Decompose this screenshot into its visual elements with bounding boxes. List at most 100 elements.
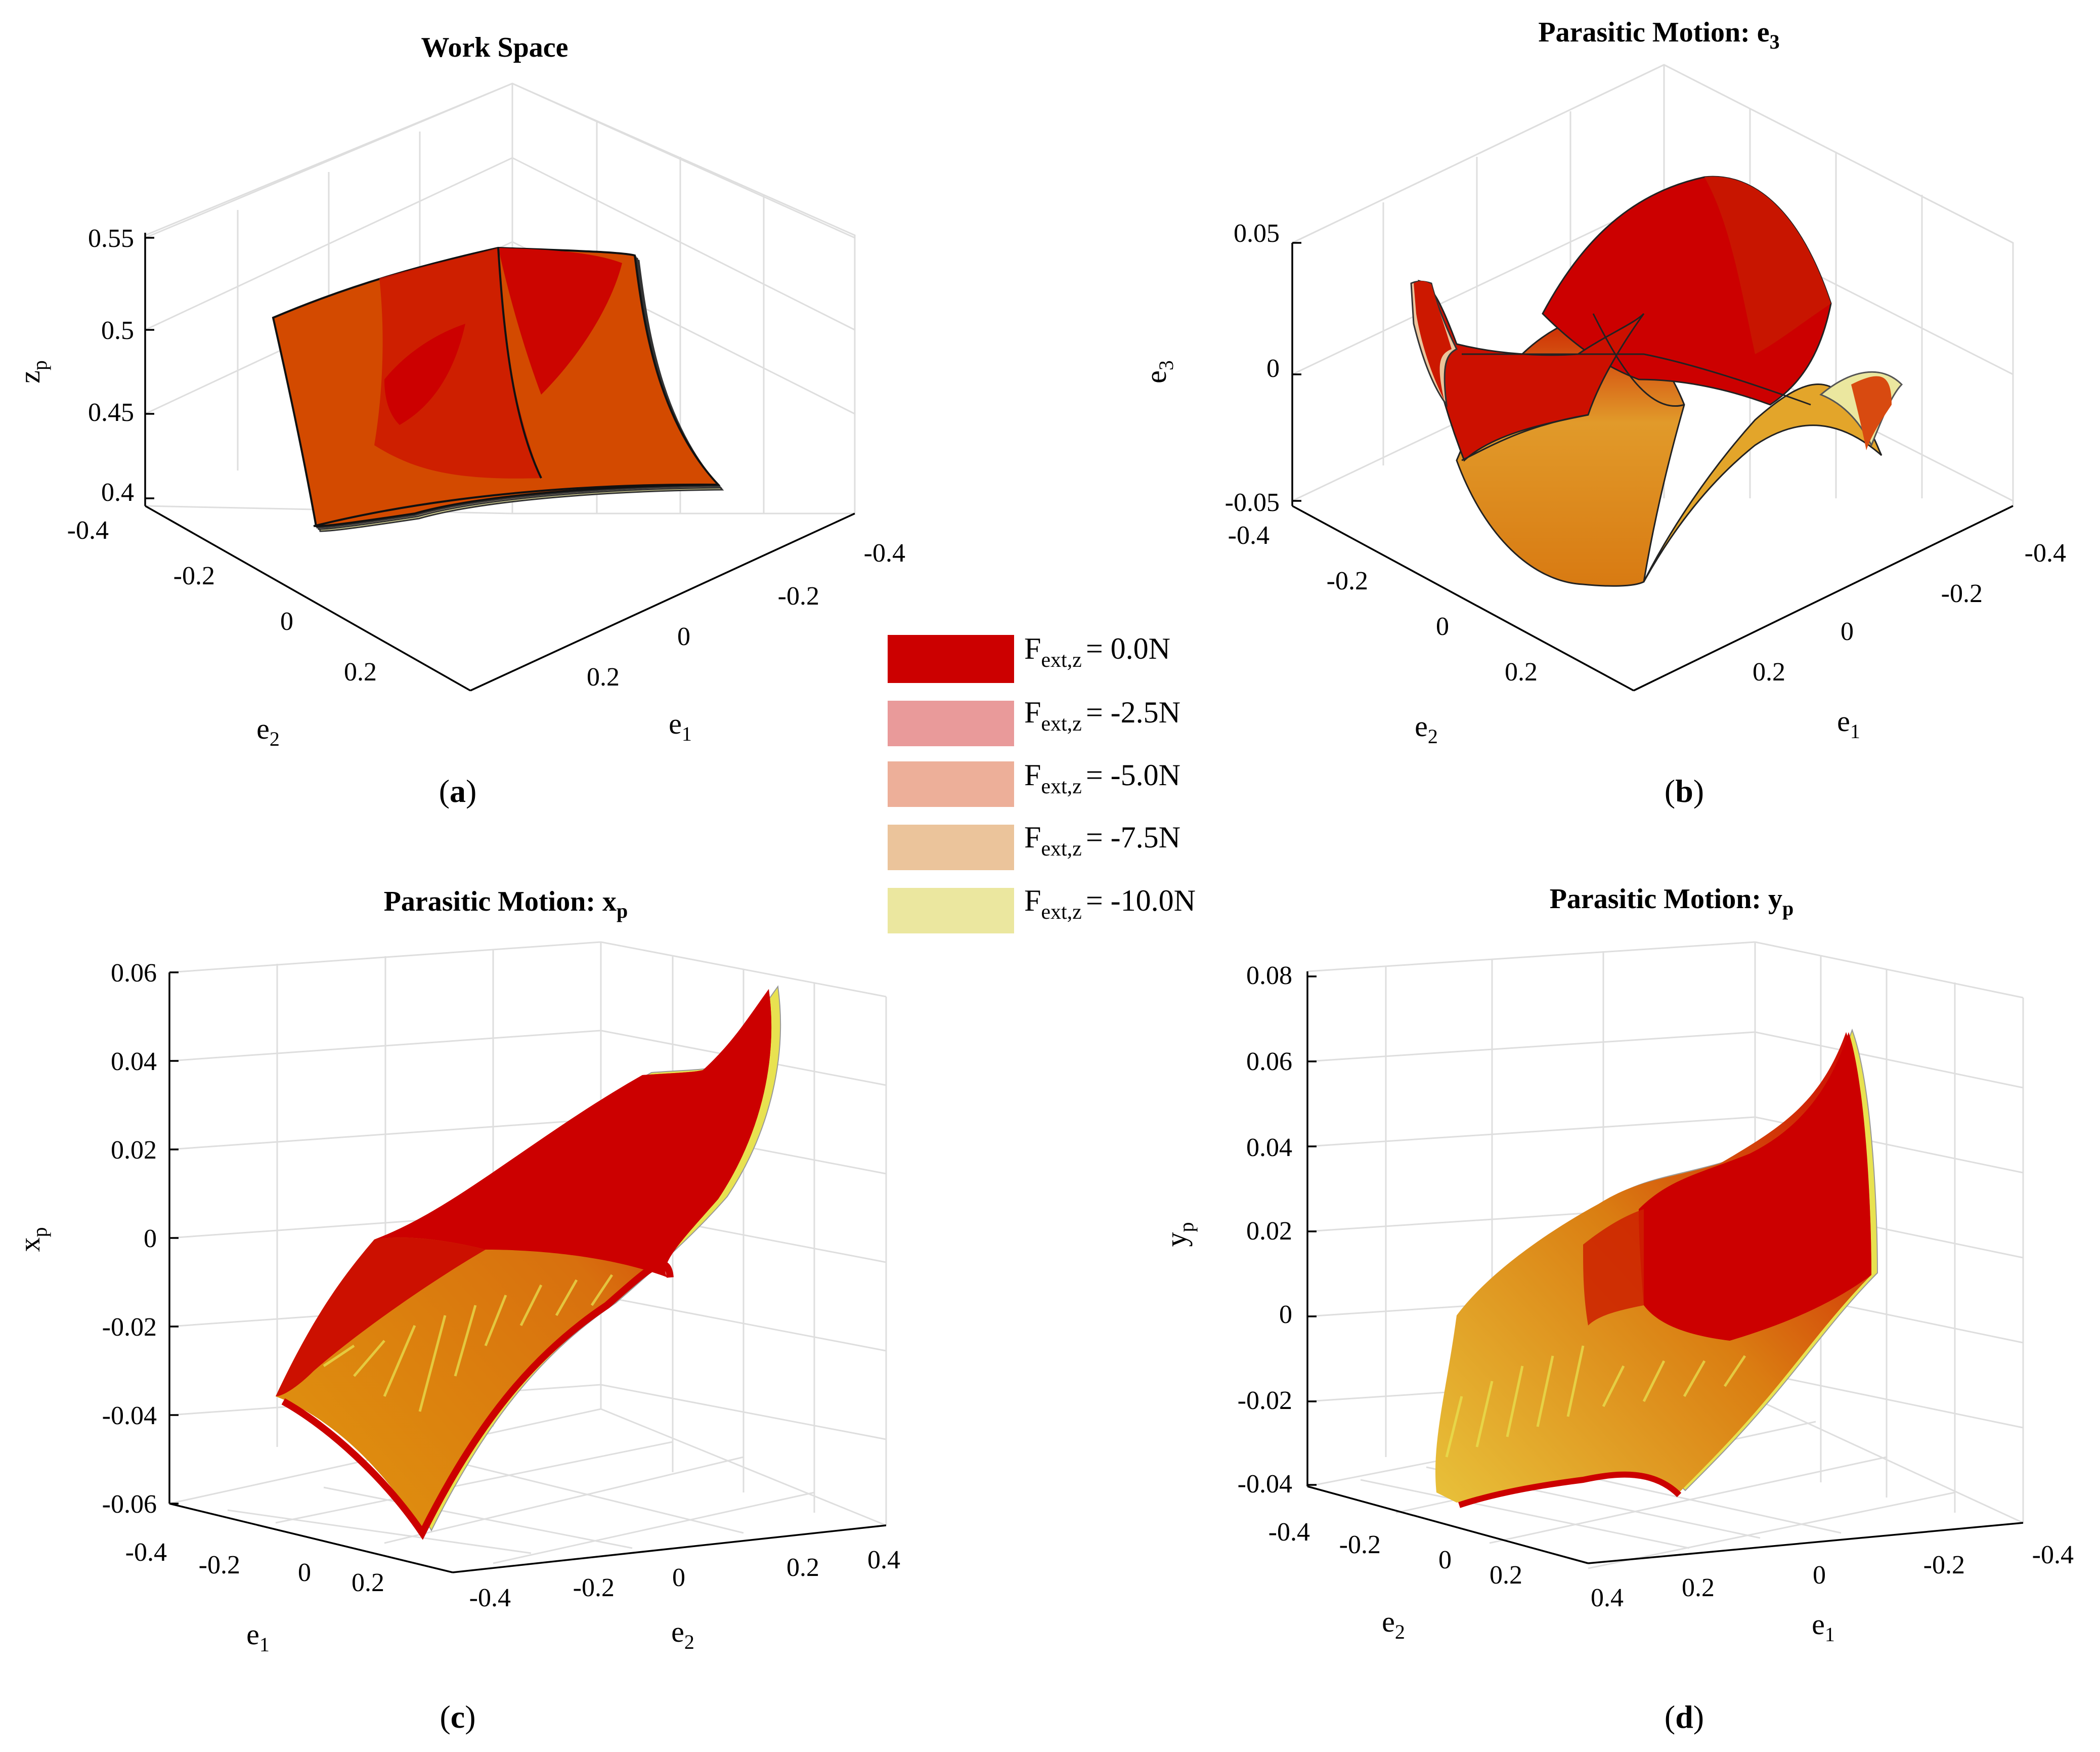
panel-a-e2-ticks: -0.4 -0.2 0 0.2 [67,516,377,687]
panel-b-zlabel: e3 [1140,360,1177,383]
panel-a-e1-tick: 0 [677,622,690,651]
panel-c-e2-tick: 0 [672,1563,685,1592]
panel-b-e1-tick: 0.2 [1753,658,1785,687]
panel-d-z-tick: 0.04 [1246,1133,1292,1162]
panel-a-surface [272,246,724,532]
panel-b-e2-tick: -0.4 [1228,521,1270,550]
panel-d-z-tick: 0 [1279,1300,1292,1329]
panel-a-e1-tick: -0.2 [778,582,819,611]
panel-d-z-tick: 0.02 [1246,1217,1292,1246]
panel-b-e2-ticks: -0.4 -0.2 0 0.2 [1228,521,1538,687]
legend-label: Fext,z = -10.0N [1024,884,1196,924]
panel-c-e2-tick: 0.2 [786,1553,819,1582]
panel-d: Parasitic Motion: yp [1160,883,2074,1735]
panel-a-e2-tick: 0.2 [344,658,377,687]
panel-c-e1-tick: -0.4 [125,1538,167,1567]
panel-b-surface [1410,176,1903,587]
panel-d-e2-ticks: -0.4 -0.2 0 0.2 [1268,1518,1522,1590]
panel-c-surface [276,985,781,1540]
panel-d-z-tick: 0.06 [1246,1047,1292,1076]
panel-b-e2-tick: 0.2 [1505,658,1538,687]
panel-d-grid [1307,941,2024,1569]
panel-d-e1-tick: 0 [1813,1561,1826,1590]
panel-c-z-tick: -0.02 [102,1313,157,1342]
panel-a-xlabel: e1 [669,707,692,745]
panel-d-e1-tick: 0.2 [1682,1573,1715,1602]
panel-d-zlabel: yp [1160,1222,1198,1247]
panel-b-xlabel: e1 [1837,705,1860,743]
legend-label: Fext,z = -2.5N [1024,696,1180,736]
panel-c-ylabel: e2 [671,1615,694,1653]
panel-b-e1-tick: -0.2 [1941,579,1983,608]
panel-a-e1-ticks: -0.4 -0.2 0 0.2 [587,539,905,692]
panel-b-title: Parasitic Motion: e3 [1538,17,1779,53]
panel-b-e2-tick: -0.2 [1327,567,1368,595]
panel-c-e2-ticks: -0.4 -0.2 0 0.2 0.4 [469,1546,900,1612]
panel-c-e1-tick: 0 [298,1558,311,1587]
panel-c-e1-tick: -0.2 [199,1551,240,1579]
panel-b-e1-tick: 0 [1841,617,1854,646]
panel-a-z-ticks: 0.55 0.5 0.45 0.4 [88,224,134,507]
panel-c-title: Parasitic Motion: xp [384,886,628,922]
panel-a-ylabel: e2 [256,712,280,750]
panel-d-e2-tick: -0.4 [1268,1518,1310,1547]
panel-b-ylabel: e2 [1415,710,1438,748]
panel-b-caption: (b) [1665,773,1704,809]
legend-swatch [888,761,1014,807]
legend-swatch [888,701,1014,746]
legend-swatch [888,888,1014,933]
panel-c-z-tick: -0.06 [102,1490,157,1519]
panel-a-zlabel: zp [13,360,51,383]
panel-c-axes [168,971,887,1573]
panel-d-e2-tick: 0.2 [1490,1561,1522,1590]
panel-a-caption: (a) [439,773,477,809]
panel-d-e1-tick: 0.4 [1591,1584,1624,1612]
panel-d-surface [1435,1029,1878,1508]
panel-b-e2-tick: 0 [1436,612,1449,641]
panel-b-axes [1291,242,2014,692]
panel-d-e1-ticks: 0.4 0.2 0 -0.2 -0.4 [1591,1541,2074,1612]
legend-swatch [888,825,1014,870]
legend-label: Fext,z = 0.0N [1024,632,1170,672]
panel-a-e2-tick: -0.2 [173,562,215,590]
panel-b-z-tick: -0.05 [1225,488,1280,517]
panel-c-e1-tick: 0.2 [352,1568,384,1597]
panel-c: Parasitic Motion: xp [13,886,900,1735]
panel-d-xlabel: e1 [1812,1608,1835,1646]
legend-label: Fext,z = -5.0N [1024,758,1180,798]
panel-c-caption: (c) [440,1699,475,1735]
panel-a-e2-tick: -0.4 [67,516,109,545]
legend-label: Fext,z = -7.5N [1024,821,1180,861]
panel-b: Parasitic Motion: e3 [1140,17,2066,809]
panel-c-z-ticks: 0.06 0.04 0.02 0 -0.02 -0.04 -0.06 [102,959,157,1519]
panel-a-e1-tick: -0.4 [864,539,905,568]
panel-a-z-tick: 0.45 [88,398,134,427]
panel-d-e1-tick: -0.4 [2032,1541,2074,1569]
legend-swatch [888,635,1014,683]
panel-c-zlabel: xp [13,1227,51,1252]
panel-d-e2-tick: 0 [1438,1546,1452,1574]
panel-d-caption: (d) [1665,1699,1704,1735]
panel-b-z-tick: 0.05 [1234,219,1280,248]
panel-c-e2-tick: 0.4 [867,1546,900,1574]
panel-b-e1-tick: -0.4 [2025,539,2066,568]
panel-d-e2-tick: -0.2 [1339,1530,1381,1559]
panel-c-xlabel: e1 [246,1618,270,1656]
panel-c-e1-ticks: -0.4 -0.2 0 0.2 [125,1538,384,1597]
panel-c-z-tick: 0.02 [111,1136,157,1165]
panel-d-z-tick: -0.04 [1238,1470,1292,1499]
panel-c-z-tick: 0 [144,1224,157,1253]
panel-d-e1-tick: -0.2 [1923,1551,1965,1579]
panel-a-e2-tick: 0 [280,607,293,636]
panel-a-z-tick: 0.5 [101,316,134,345]
panel-d-z-ticks: 0.08 0.06 0.04 0.02 0 -0.02 -0.04 [1238,961,1292,1499]
panel-c-z-tick: -0.04 [102,1401,157,1430]
panel-a-z-tick: 0.4 [101,478,134,507]
panel-a-axes [144,233,855,692]
panel-c-e2-tick: -0.4 [469,1584,511,1612]
panel-d-z-tick: 0.08 [1246,961,1292,990]
panel-a-z-tick: 0.55 [88,224,134,253]
panel-b-z-ticks: 0.05 0 -0.05 [1225,219,1280,517]
panel-d-axes [1306,971,2024,1564]
